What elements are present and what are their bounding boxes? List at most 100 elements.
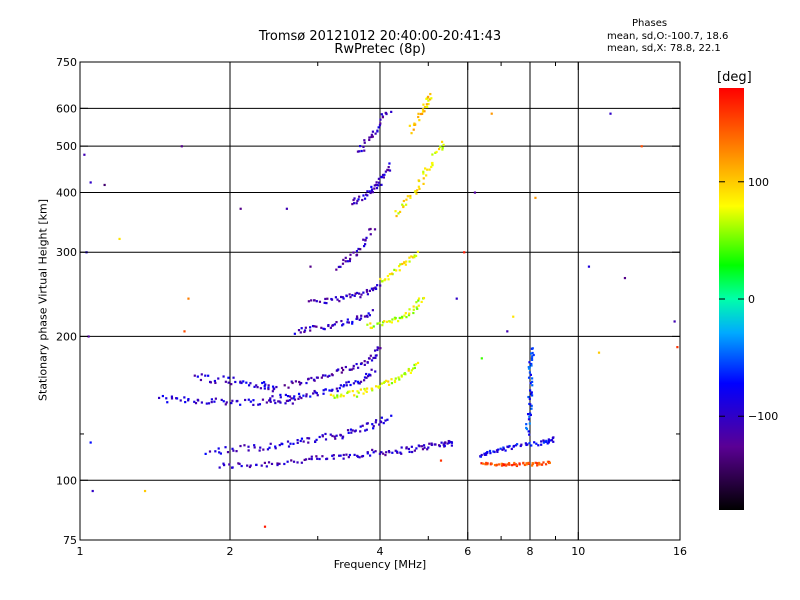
data-point <box>330 373 334 376</box>
data-point <box>222 462 225 465</box>
data-point <box>302 394 305 397</box>
data-point <box>247 384 251 387</box>
data-point <box>297 329 301 332</box>
data-point <box>438 445 441 448</box>
data-point <box>361 198 364 202</box>
data-point <box>373 184 376 187</box>
data-point <box>332 457 335 460</box>
data-point <box>381 324 384 327</box>
data-point <box>359 430 362 433</box>
data-point <box>240 464 243 468</box>
data-point <box>514 444 518 447</box>
data-point <box>405 198 408 201</box>
data-point <box>542 441 546 444</box>
data-point <box>427 99 430 102</box>
data-point <box>421 448 425 451</box>
data-point <box>512 463 516 466</box>
data-point <box>269 400 272 403</box>
data-point <box>530 404 533 407</box>
data-point <box>395 269 398 272</box>
data-point <box>376 129 379 132</box>
data-point <box>409 196 412 199</box>
data-point <box>358 150 361 153</box>
data-point <box>413 363 416 367</box>
data-point <box>428 442 431 445</box>
data-point <box>170 397 174 400</box>
data-point <box>357 292 361 295</box>
data-point <box>370 387 374 390</box>
data-point <box>525 462 528 465</box>
data-point <box>370 185 373 189</box>
data-point <box>531 384 534 387</box>
data-point <box>252 399 255 402</box>
data-point <box>485 461 488 465</box>
data-point <box>450 444 454 447</box>
data-point <box>284 393 287 397</box>
data-point <box>344 260 347 263</box>
data-point <box>357 366 360 369</box>
data-point <box>273 399 276 402</box>
data-point <box>377 177 380 180</box>
y-tick-label: 100 <box>56 474 77 487</box>
data-point <box>424 167 427 170</box>
data-point <box>375 181 378 184</box>
data-point <box>489 452 492 455</box>
data-point <box>426 105 429 109</box>
data-point <box>320 326 323 329</box>
data-point <box>397 376 400 379</box>
data-point <box>362 392 365 395</box>
data-point <box>364 429 367 432</box>
data-point <box>267 384 270 387</box>
data-point <box>288 399 291 402</box>
data-point <box>306 437 309 440</box>
data-point <box>354 292 357 295</box>
data-point <box>353 394 356 397</box>
data-point <box>480 462 483 465</box>
data-point <box>359 317 363 320</box>
data-point <box>384 419 387 422</box>
data-point <box>299 439 302 443</box>
data-point <box>550 439 554 442</box>
data-point <box>356 390 359 393</box>
data-point <box>363 379 366 382</box>
data-point <box>293 398 297 401</box>
data-point <box>398 269 401 272</box>
data-point <box>259 446 262 449</box>
data-point <box>377 386 380 389</box>
data-point <box>423 110 426 113</box>
data-point <box>498 463 501 466</box>
data-point <box>412 305 415 308</box>
data-point <box>378 423 381 426</box>
data-point <box>512 315 515 318</box>
data-point <box>335 321 338 324</box>
data-point <box>343 384 346 387</box>
data-point <box>369 227 372 231</box>
data-point <box>214 397 217 400</box>
data-point <box>401 203 404 206</box>
data-point <box>339 454 342 457</box>
data-point <box>322 327 325 330</box>
data-point <box>422 103 425 106</box>
data-point <box>374 419 378 422</box>
data-point <box>525 427 529 431</box>
data-point <box>362 291 365 294</box>
data-point <box>253 385 256 388</box>
data-point <box>342 258 345 262</box>
data-point <box>266 448 270 451</box>
data-point <box>184 400 187 404</box>
data-point <box>232 376 235 379</box>
data-point <box>332 454 335 457</box>
data-point <box>365 428 368 431</box>
data-point <box>373 187 376 190</box>
data-point <box>357 382 360 385</box>
data-point <box>490 112 493 115</box>
data-point <box>386 168 389 171</box>
data-point <box>371 135 374 138</box>
data-point <box>261 381 264 385</box>
data-point <box>240 381 243 385</box>
colorbar-ticks: 100 0 −100 <box>719 176 778 423</box>
data-point <box>267 387 270 391</box>
data-point <box>496 450 499 453</box>
data-point <box>324 388 327 391</box>
